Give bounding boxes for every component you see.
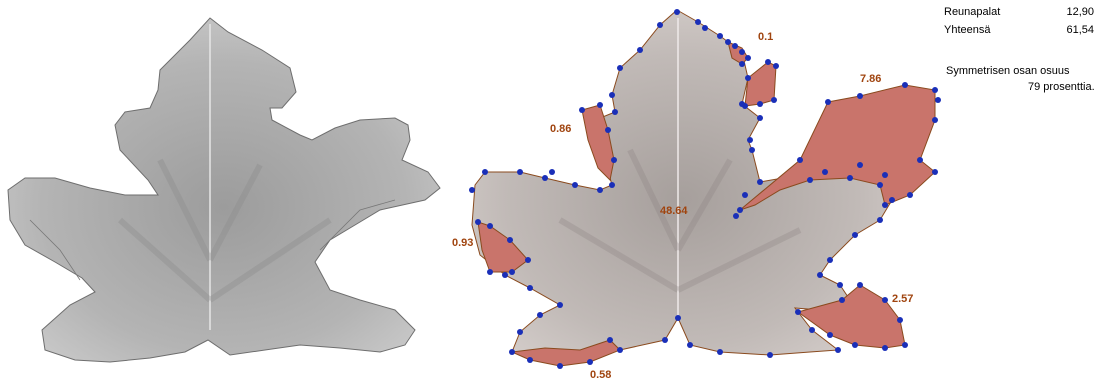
stats-value: 61,54 (1066, 24, 1094, 36)
region-label-left-lower: 0.93 (452, 237, 473, 249)
stats-panel: Reunapalat 12,90 Yhteensä 61,54 (944, 6, 1094, 36)
region-left-upper (581, 104, 615, 182)
stats-row: Yhteensä 61,54 (944, 24, 1094, 36)
stats-label: Yhteensä (944, 24, 991, 36)
region-label-right-lower: 2.57 (892, 293, 913, 305)
region-left-lower (477, 221, 529, 273)
analysed-leaf-image: 48.64 0.1 7.86 0.86 0.93 0.58 2.57 (452, 9, 941, 381)
region-label-left-upper: 0.86 (550, 123, 571, 135)
stats-value: 12,90 (1066, 6, 1094, 18)
symmetry-note-line1: Symmetrisen osan osuus (946, 65, 1070, 77)
region-label-center: 48.64 (660, 205, 688, 217)
original-leaf-image (7, 17, 441, 363)
region-label-top: 0.1 (758, 31, 773, 43)
symmetry-note-line2: 79 prosenttia. (1028, 81, 1095, 93)
vertex-points (469, 9, 941, 369)
region-label-bottom: 0.58 (590, 369, 611, 381)
stats-label: Reunapalat (944, 6, 1001, 18)
region-label-upper-right: 7.86 (860, 73, 881, 85)
symmetry-note: Symmetrisen osan osuus 79 prosenttia. (946, 65, 1116, 93)
stats-row: Reunapalat 12,90 (944, 6, 1094, 18)
region-right-lower (796, 284, 906, 349)
